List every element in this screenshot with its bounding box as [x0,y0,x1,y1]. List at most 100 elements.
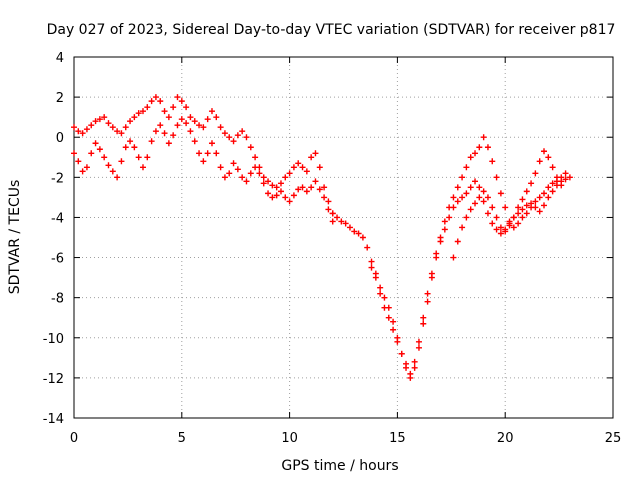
data-point [165,140,172,147]
data-point [566,174,573,181]
data-point [459,174,466,181]
data-point [321,194,328,201]
data-point [381,304,388,311]
data-point [536,208,543,215]
data-point [472,150,479,157]
data-point [519,196,526,203]
data-point [420,314,427,321]
data-point [243,178,250,185]
data-point [234,166,241,173]
data-point [459,224,466,231]
data-point [157,122,164,129]
data-point [191,118,198,125]
data-point [277,180,284,187]
data-point [523,188,530,195]
x-axis-label: GPS time / hours [281,458,398,474]
data-point [96,146,103,153]
data-point [463,214,470,221]
data-point [415,344,422,351]
data-point [338,218,345,225]
data-point [536,194,543,201]
data-point [441,226,448,233]
data-point [252,164,259,171]
data-point [428,274,435,281]
data-point [562,176,569,183]
data-point [308,184,315,191]
y-tick-label: 2 [56,91,64,106]
data-point [459,194,466,201]
data-point [411,358,418,365]
data-point [515,220,522,227]
data-point [536,158,543,165]
data-point [247,170,254,177]
data-point [234,132,241,139]
data-point [502,204,509,211]
data-marks [71,94,573,381]
data-point [295,160,302,167]
data-point [497,230,504,237]
data-point [549,164,556,171]
data-point [493,214,500,221]
data-point [502,228,509,235]
data-point [101,154,108,161]
data-point [183,120,190,127]
data-point [187,114,194,121]
chart-title: Day 027 of 2023, Sidereal Day-to-day VTE… [47,22,616,38]
data-point [359,234,366,241]
data-point [196,150,203,157]
data-point [441,218,448,225]
data-point [454,184,461,191]
data-point [558,182,565,189]
data-point [545,194,552,201]
data-point [484,194,491,201]
data-point [403,360,410,367]
data-point [308,154,315,161]
data-point [170,104,177,111]
data-point [549,188,556,195]
y-tick-label: -8 [51,292,64,307]
data-point [122,144,129,151]
data-point [515,204,522,211]
data-point [553,174,560,181]
data-point [105,162,112,169]
data-point [510,224,517,231]
data-point [398,350,405,357]
data-point [226,134,233,141]
data-point [256,170,263,177]
data-point [467,206,474,213]
data-point [484,144,491,151]
data-point [187,128,194,135]
data-point [549,180,556,187]
data-point [204,150,211,157]
data-point [165,114,172,121]
data-point [286,198,293,205]
data-point [437,238,444,245]
data-point [131,144,138,151]
data-point [312,178,319,185]
data-point [282,174,289,181]
data-point [230,138,237,145]
data-point [523,202,530,209]
x-tick-label: 5 [178,431,186,446]
data-point [489,158,496,165]
data-point [351,228,358,235]
data-point [372,274,379,281]
data-point [105,120,112,127]
data-point [312,150,319,157]
data-point [290,164,297,171]
data-point [282,194,289,201]
data-point [433,254,440,261]
data-point [316,164,323,171]
data-point [463,190,470,197]
data-point [114,174,121,181]
y-tick-label: 0 [56,131,64,146]
data-point [368,258,375,265]
y-tick-label: 4 [56,51,64,66]
data-point [221,130,228,137]
data-point [476,144,483,151]
data-point [161,130,168,137]
data-point [221,174,228,181]
data-point [355,230,362,237]
data-point [519,206,526,213]
